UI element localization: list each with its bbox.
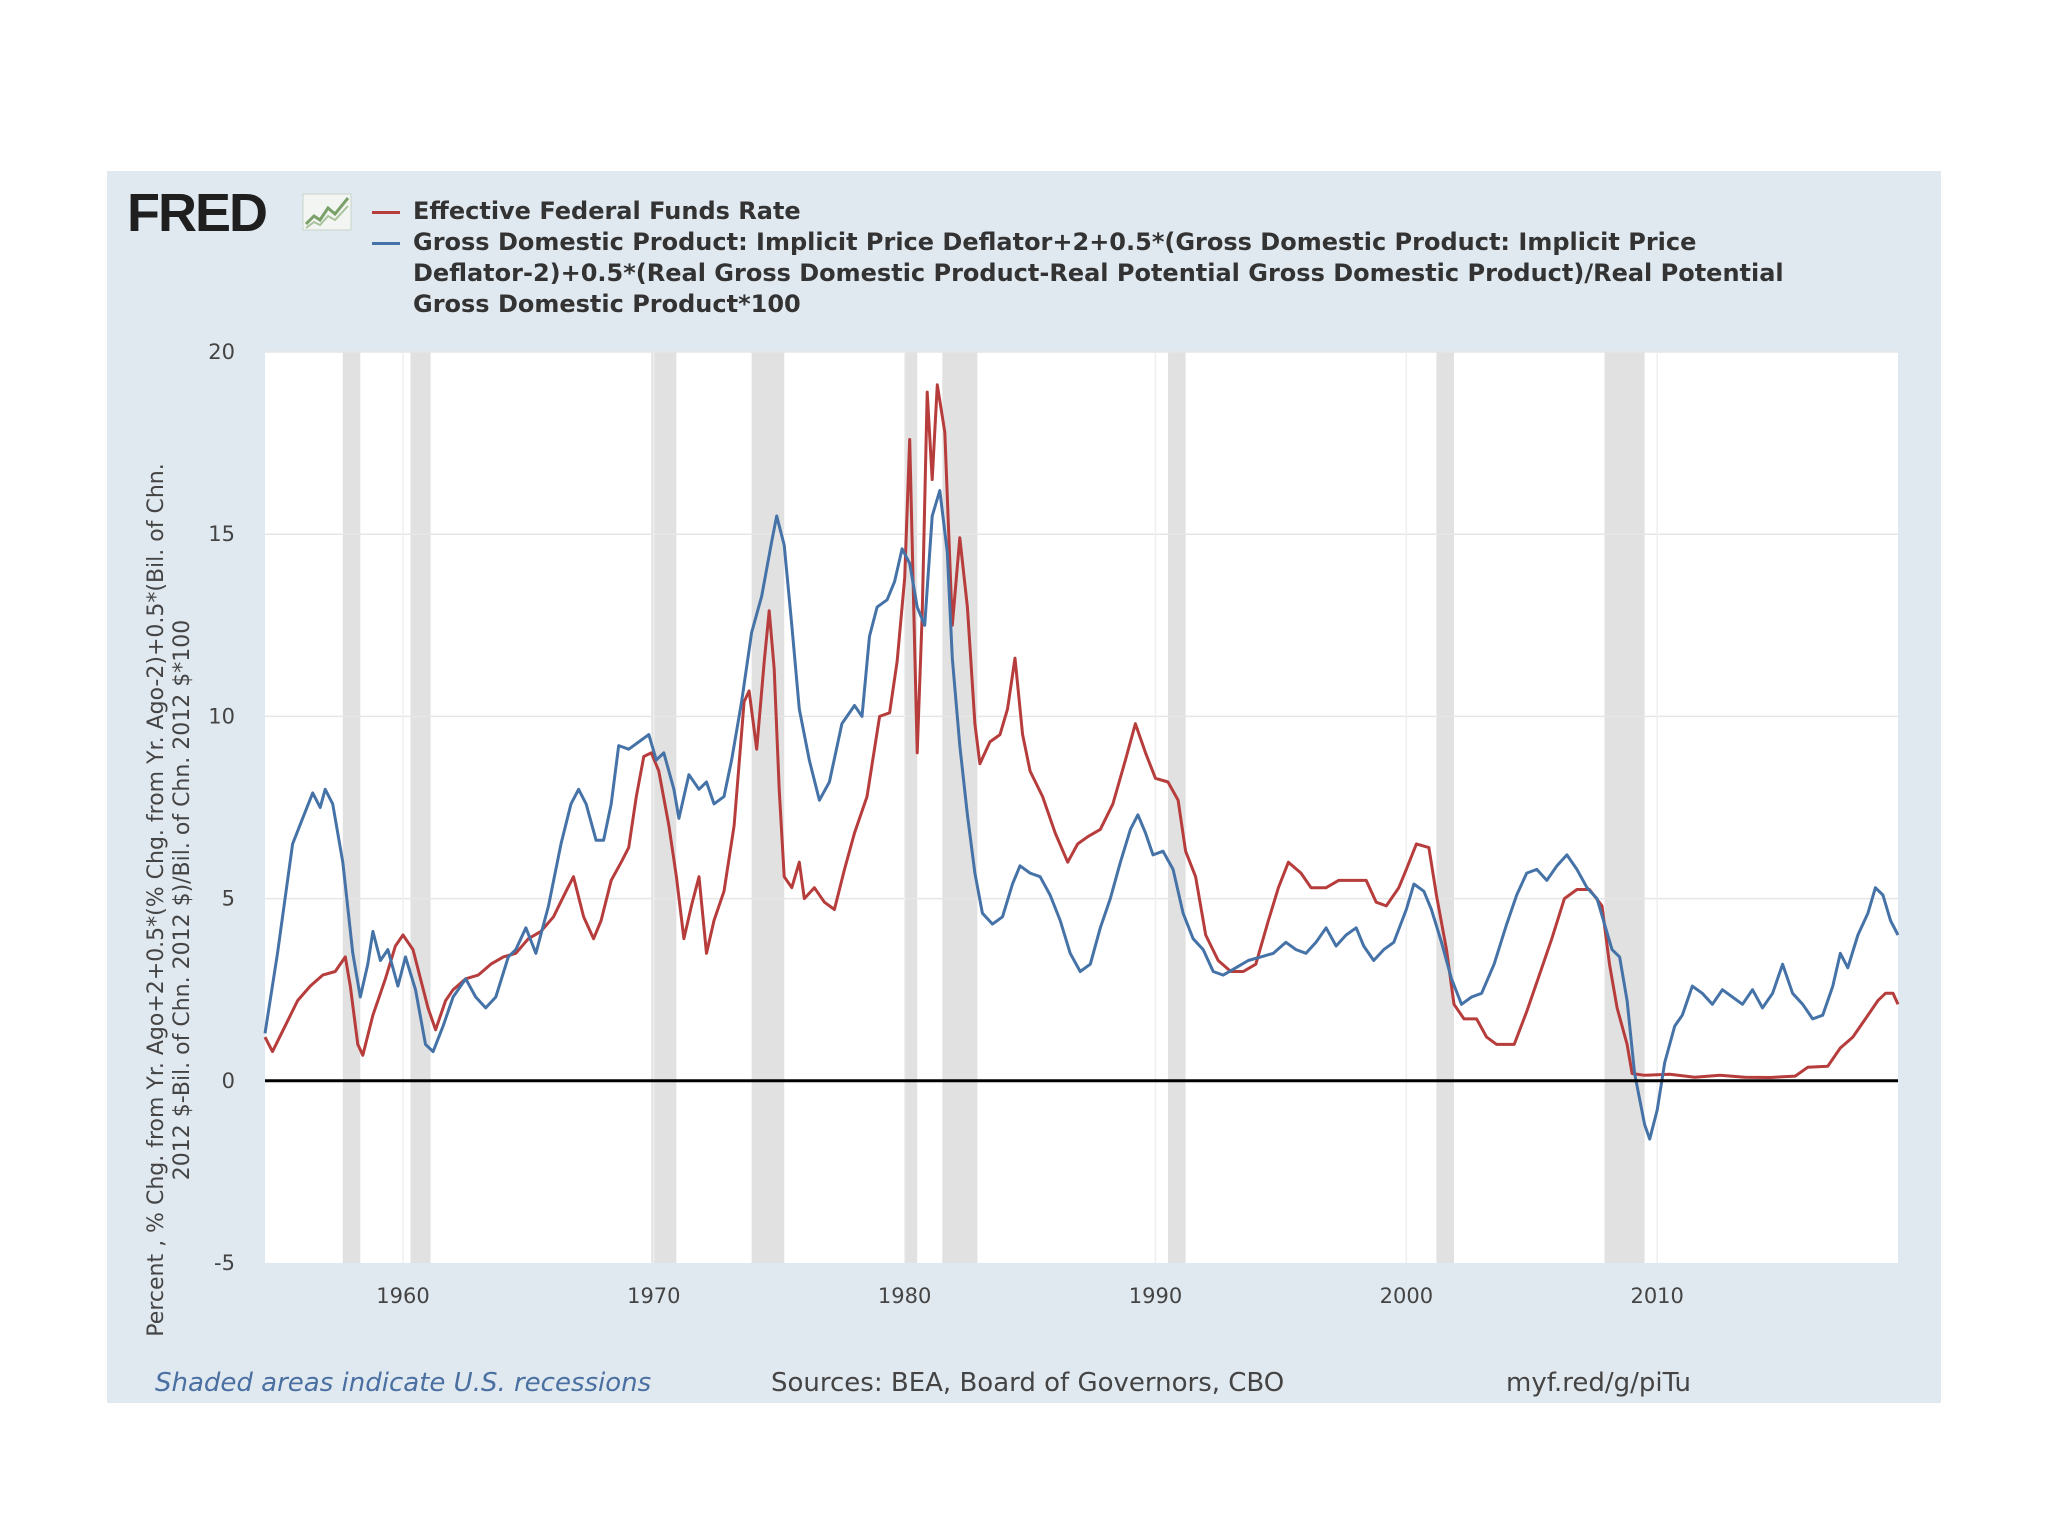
recession-band (1604, 352, 1645, 1263)
gdp-rule-line (263, 489, 1900, 1141)
recession-band (342, 352, 361, 1263)
legend-label: Gross Domestic Product: Implicit Price D… (413, 228, 1784, 318)
sources-text: Sources: BEA, Board of Governors, CBO (771, 1368, 1285, 1398)
y-tick-label: 5 (222, 887, 235, 911)
x-tick-label: 2010 (1630, 1284, 1683, 1308)
y-tick-label: 0 (222, 1069, 235, 1093)
x-tick-label: 1970 (627, 1284, 680, 1308)
fed-funds-line (263, 383, 1900, 1079)
recession-band (1436, 352, 1455, 1263)
y-tick-label: 20 (208, 340, 235, 364)
series-lines (263, 383, 1900, 1141)
y-tick-label: 15 (208, 522, 235, 546)
x-tick-label: 1990 (1129, 1284, 1182, 1308)
recession-shading (342, 352, 1645, 1263)
legend-swatch (372, 242, 400, 245)
recession-band (410, 352, 431, 1263)
fred-logo[interactable]: FRED (127, 183, 268, 243)
recession-note: Shaded areas indicate U.S. recessions (155, 1368, 652, 1398)
x-tick-label: 2000 (1380, 1284, 1433, 1308)
short-link[interactable]: myf.red/g/piTu (1506, 1368, 1692, 1398)
fred-chart-icon (302, 193, 352, 231)
y-tick-label: -5 (214, 1251, 235, 1275)
recession-band (1168, 352, 1186, 1263)
y-tick-label: 10 (208, 704, 235, 728)
recession-band (651, 352, 677, 1263)
y-axis-label: Percent , % Chg. from Yr. Ago+2+0.5*(% C… (144, 463, 195, 1337)
legend-swatch (372, 211, 400, 214)
tick-labels: -5 0 5 10 15 20 1960 1970 1980 1990 2000 2010 (208, 340, 1684, 1308)
legend-label: Effective Federal Funds Rate (413, 197, 801, 225)
x-tick-label: 1980 (878, 1284, 931, 1308)
x-tick-label: 1960 (376, 1284, 429, 1308)
